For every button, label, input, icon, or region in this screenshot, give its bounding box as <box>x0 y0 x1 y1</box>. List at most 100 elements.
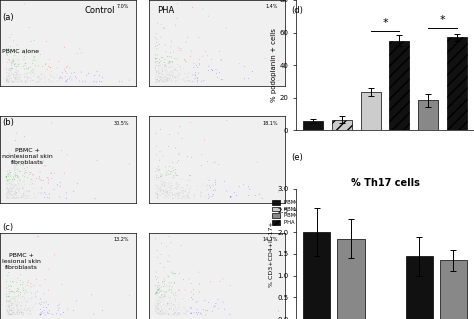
Point <box>188 48 195 54</box>
Point <box>178 308 186 313</box>
Point <box>8 70 15 76</box>
Point <box>27 196 35 201</box>
Point <box>172 303 179 308</box>
Point <box>175 182 182 187</box>
Point <box>163 190 171 196</box>
Point <box>4 295 12 300</box>
Point <box>154 74 162 79</box>
Point <box>153 79 160 84</box>
Point <box>10 311 18 316</box>
Point <box>29 304 37 309</box>
Point <box>5 79 12 85</box>
Point <box>50 80 58 85</box>
Point <box>2 310 10 315</box>
Point <box>161 60 168 65</box>
Point <box>8 301 15 307</box>
Point <box>170 271 177 276</box>
Point <box>186 79 193 84</box>
Point <box>18 262 25 267</box>
Point <box>178 136 186 141</box>
Point <box>48 78 56 83</box>
Point <box>4 173 12 178</box>
Point <box>3 77 10 82</box>
Point <box>92 79 100 85</box>
Point <box>166 75 174 80</box>
Point <box>29 61 36 66</box>
Point <box>188 306 195 311</box>
Point <box>5 48 12 54</box>
Point <box>200 78 208 83</box>
Point <box>6 311 14 316</box>
Point <box>170 306 178 311</box>
Point <box>24 77 31 82</box>
Point <box>188 281 195 286</box>
Point <box>154 196 161 201</box>
Point <box>171 302 178 307</box>
Point <box>160 297 167 302</box>
Point <box>164 301 171 306</box>
Point <box>164 77 171 82</box>
Point <box>160 292 168 297</box>
Point <box>184 192 191 197</box>
Point <box>159 191 166 196</box>
Point <box>155 311 163 316</box>
Point <box>152 291 160 296</box>
Point <box>40 178 47 183</box>
Point <box>45 181 52 186</box>
Point <box>176 306 183 311</box>
Point <box>185 78 192 83</box>
Point <box>218 77 225 82</box>
Point <box>36 159 44 164</box>
Point <box>3 196 11 201</box>
Point <box>18 185 26 190</box>
Point <box>155 306 162 311</box>
Point <box>41 190 49 195</box>
Point <box>153 173 161 178</box>
Point <box>18 310 25 315</box>
Point <box>172 76 180 81</box>
Point <box>167 240 174 245</box>
Point <box>20 72 28 77</box>
Point <box>208 67 216 72</box>
Point <box>5 171 12 176</box>
Point <box>158 68 166 73</box>
Point <box>152 283 159 288</box>
Point <box>34 79 42 85</box>
Point <box>194 78 201 83</box>
Point <box>12 303 20 308</box>
Point <box>228 194 236 199</box>
Point <box>154 184 161 189</box>
Point <box>176 311 184 316</box>
Point <box>29 78 37 83</box>
Point <box>12 299 19 304</box>
Point <box>152 59 160 64</box>
Point <box>180 76 188 81</box>
Point <box>10 177 18 182</box>
Point <box>19 162 27 167</box>
Point <box>152 309 159 315</box>
Point <box>173 192 181 197</box>
Point <box>15 308 22 313</box>
Point <box>22 196 30 201</box>
Point <box>160 265 168 270</box>
Point <box>3 46 10 51</box>
Point <box>183 194 191 199</box>
Text: PBMC alone: PBMC alone <box>2 48 39 54</box>
Point <box>164 192 172 197</box>
Point <box>153 248 161 253</box>
Point <box>175 302 182 307</box>
Point <box>13 190 20 196</box>
Point <box>14 167 21 172</box>
Point <box>245 193 253 198</box>
Point <box>182 287 189 293</box>
Point <box>162 49 170 54</box>
Point <box>156 79 164 84</box>
Point <box>152 72 160 77</box>
Point <box>6 191 14 197</box>
Point <box>182 78 190 83</box>
Point <box>4 80 12 85</box>
Point <box>5 57 13 62</box>
Point <box>163 169 171 174</box>
Point <box>154 43 161 48</box>
Point <box>152 191 160 197</box>
